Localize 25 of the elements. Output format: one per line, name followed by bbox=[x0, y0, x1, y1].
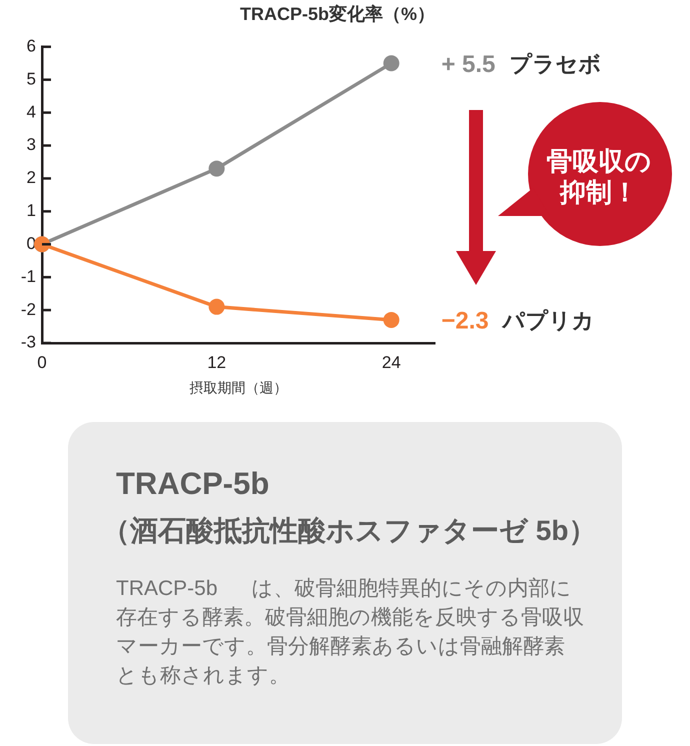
chart-title: TRACP-5b変化率（%） bbox=[240, 4, 435, 24]
text: （酒石酸抵抗性酸ホスファターゼ 5b） bbox=[102, 514, 596, 548]
point bbox=[208, 298, 225, 315]
y-tick-label: -3 bbox=[20, 332, 36, 352]
y-tick-label: -1 bbox=[20, 266, 36, 286]
y-tick-label: 4 bbox=[26, 102, 36, 122]
point bbox=[383, 312, 400, 328]
data-label: −2.3 bbox=[441, 308, 489, 335]
x-tick-label: 24 bbox=[382, 352, 401, 372]
text: パプリカ bbox=[502, 308, 595, 334]
text: TRACP-5b は、破骨細胞特異的にその内部に存在する酵素。破骨細胞の機能を反映する骨吸収マーカーです。骨分解酵素あるいは骨融解酵素とも称されます。 bbox=[116, 576, 584, 689]
x-axis-title: 摂取期間（週） bbox=[190, 379, 288, 396]
y-tick-label: -2 bbox=[20, 300, 36, 319]
text: TRACP-5b bbox=[116, 466, 270, 502]
data-label: + 5.5 bbox=[441, 50, 496, 78]
text: プラセボ bbox=[509, 51, 602, 76]
text: 骨吸収の抑制！ bbox=[546, 146, 652, 208]
point bbox=[383, 55, 400, 72]
x-tick-label: 12 bbox=[207, 352, 226, 372]
y-tick-label: 6 bbox=[26, 36, 36, 56]
y-tick-label: 1 bbox=[26, 201, 36, 220]
y-tick-label: 2 bbox=[26, 168, 36, 188]
point bbox=[208, 160, 225, 177]
y-tick-label: 5 bbox=[26, 69, 36, 88]
y-tick-label: 3 bbox=[26, 135, 36, 154]
